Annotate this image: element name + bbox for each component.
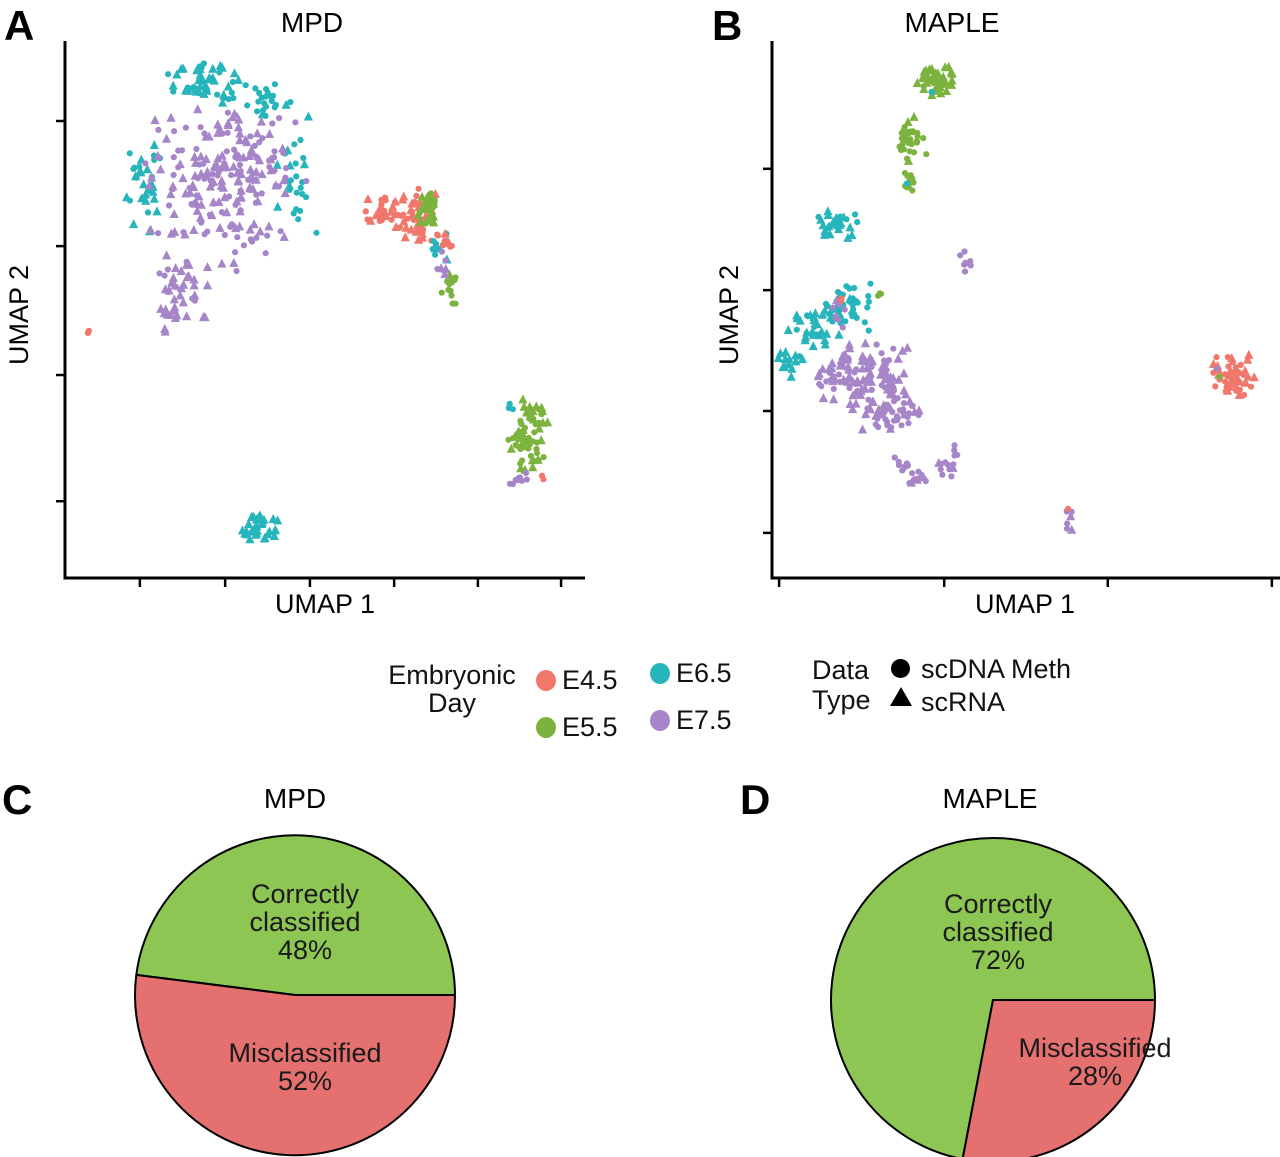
embryonic-day-legend-title: Embryonic Day [376, 661, 528, 718]
panel-a-ylabel: UMAP 2 [4, 265, 34, 365]
panel-b-title: MAPLE [905, 7, 1000, 38]
legend-item-e5-5: E5.5 [562, 712, 618, 742]
e4-5-color-dot-icon [536, 670, 556, 691]
svg-text:Misclassified: Misclassified [228, 1038, 381, 1068]
panel-b-data-points [773, 61, 1259, 534]
panel-b-axis-ticks [763, 167, 1274, 587]
panel-a-data-points [84, 60, 553, 544]
pie-d-slices [830, 837, 1156, 1157]
panel-c-title: MPD [264, 783, 326, 814]
umap-panel-b: B MAPLE UMAP 2 UMAP 1 [712, 2, 1280, 619]
e7-5-color-dot-icon [650, 710, 670, 731]
panel-a-title: MPD [281, 7, 343, 38]
panel-d-title: MAPLE [943, 783, 1038, 814]
svg-text:52%: 52% [278, 1066, 332, 1096]
panel-a-xlabel: UMAP 1 [275, 589, 375, 619]
panel-b-ylabel: UMAP 2 [714, 265, 744, 365]
data-type-line2: Type [812, 685, 871, 715]
legend-item-e7-5: E7.5 [676, 705, 732, 735]
svg-text:Misclassified: Misclassified [1018, 1033, 1171, 1063]
legend-item-scdna-meth: scDNA Meth [921, 654, 1072, 684]
svg-text:Correctly: Correctly [251, 879, 360, 909]
data-type-line1: Data [812, 655, 870, 685]
svg-text:48%: 48% [278, 935, 332, 965]
umap-panel-a: A MPD UMAP 2 UMAP 1 [4, 2, 585, 619]
svg-text:Correctly: Correctly [944, 889, 1053, 919]
panel-b-xlabel: UMAP 1 [975, 589, 1075, 619]
triangle-marker-icon [890, 687, 912, 706]
e6-5-color-dot-icon [650, 663, 670, 684]
panel-letter-d: D [740, 776, 770, 823]
legend-title-line2: Day [427, 688, 476, 719]
circle-marker-icon [891, 659, 910, 678]
panel-letter-b: B [712, 2, 742, 49]
panel-b-axes [770, 41, 1280, 580]
svg-text:classified: classified [942, 917, 1053, 947]
panel-letter-c: C [2, 776, 32, 823]
legend-item-e6-5: E6.5 [676, 658, 732, 688]
legend-item-scrna: scRNA [921, 687, 1006, 717]
panel-a-axis-ticks [56, 119, 563, 587]
data-type-legend-title: Data Type [812, 655, 871, 715]
pie-c-slices [134, 834, 456, 1157]
panel-a-axes [63, 41, 585, 580]
e5-5-color-dot-icon [536, 717, 556, 738]
legend-title-line1: Embryonic [388, 660, 516, 690]
svg-text:72%: 72% [971, 945, 1025, 975]
svg-text:28%: 28% [1068, 1061, 1122, 1091]
svg-text:classified: classified [249, 907, 360, 937]
panel-letter-a: A [4, 2, 34, 49]
legend-item-e4-5: E4.5 [562, 665, 618, 695]
